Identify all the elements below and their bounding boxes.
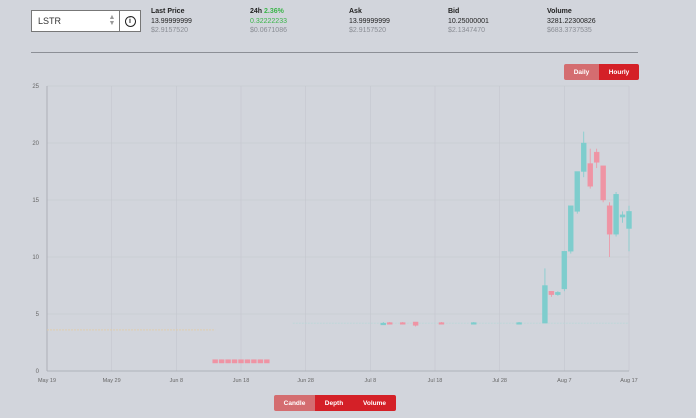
stat-24h: 24h 2.36% 0.32222233 $0.0671086 xyxy=(250,7,287,36)
y-tick-label: 25 xyxy=(32,84,39,90)
candle-up xyxy=(574,171,580,212)
candle-up xyxy=(555,292,561,295)
candle-down xyxy=(438,322,445,325)
x-tick-label: May 19 xyxy=(38,378,56,384)
stat-value: 3281.22300826 xyxy=(547,17,596,25)
candle-down xyxy=(548,291,555,295)
y-tick-label: 10 xyxy=(32,255,39,261)
pair-selector[interactable]: LSTR ▲ ▼ i xyxy=(31,10,141,32)
candle-up xyxy=(380,322,386,326)
candle-up xyxy=(581,142,587,172)
stat-change-percent: 2.36% xyxy=(264,8,284,15)
candle-down xyxy=(244,359,251,364)
x-tick-label: Aug 17 xyxy=(620,378,637,384)
candle-down xyxy=(387,322,393,325)
candle-down xyxy=(264,359,270,364)
x-tick-label: Jun 28 xyxy=(297,378,314,384)
y-tick-label: 20 xyxy=(32,141,39,147)
stat-value: 13.99999999 xyxy=(151,17,192,25)
x-tick-label: May 29 xyxy=(103,378,121,384)
period-toggle: Daily Hourly xyxy=(564,64,639,80)
candle-up xyxy=(613,194,619,235)
stat-label: Ask xyxy=(349,8,362,15)
stat-value: 10.25000001 xyxy=(448,17,489,25)
candle-up xyxy=(568,205,574,252)
chart-view-toggle: Candle Depth Volume xyxy=(274,395,396,411)
pair-selector-value[interactable]: LSTR xyxy=(38,16,62,26)
stat-volume: Volume 3281.22300826 $683.3737535 xyxy=(547,7,596,36)
candle-down xyxy=(600,165,606,201)
candle-down xyxy=(399,322,406,325)
candle-down xyxy=(251,359,257,364)
hourly-button[interactable]: Hourly xyxy=(599,64,639,80)
stat-label: 24h xyxy=(250,8,263,15)
y-tick-label: 15 xyxy=(32,198,39,204)
chart-flat-lines xyxy=(47,322,629,331)
candle-down xyxy=(587,163,593,187)
candle-down xyxy=(257,359,264,364)
candle-down xyxy=(231,359,238,364)
x-tick-label: Aug 7 xyxy=(557,378,571,384)
volume-button[interactable]: Volume xyxy=(353,395,396,411)
x-tick-label: Jul 18 xyxy=(428,378,443,384)
candle-down xyxy=(225,359,231,364)
candle-up xyxy=(542,285,548,324)
depth-button[interactable]: Depth xyxy=(315,395,353,411)
chart-candles xyxy=(212,131,632,364)
info-icon: i xyxy=(124,15,136,27)
stat-label: Last Price xyxy=(151,8,185,15)
x-tick-label: Jun 18 xyxy=(233,378,250,384)
daily-button[interactable]: Daily xyxy=(564,64,599,80)
candle-button[interactable]: Candle xyxy=(274,395,315,411)
sort-arrows-icon: ▲ ▼ xyxy=(108,14,116,27)
stat-usd-value: $2.9157520 xyxy=(151,27,188,34)
candle-down xyxy=(593,151,600,163)
candle-up xyxy=(516,322,522,325)
candle-down xyxy=(218,359,225,364)
candle-down xyxy=(238,359,244,364)
candle-up xyxy=(471,322,477,325)
stat-usd-value: $683.3737535 xyxy=(547,27,592,34)
y-tick-label: 5 xyxy=(36,312,40,318)
header-divider xyxy=(31,52,638,53)
y-tick-label: 0 xyxy=(36,369,40,375)
candle-up xyxy=(561,251,568,290)
stat-value: 13.99999999 xyxy=(349,17,390,25)
stat-usd-value: $0.0671086 xyxy=(250,27,287,34)
stat-label: Bid xyxy=(448,8,460,15)
x-tick-label: Jun 8 xyxy=(170,378,183,384)
stat-ask: Ask 13.99999999 $2.9157520 xyxy=(349,7,390,36)
candle-down xyxy=(606,205,613,235)
candle-down xyxy=(412,321,419,326)
candle-up xyxy=(619,214,626,218)
chart-grid xyxy=(46,85,630,372)
stat-bid: Bid 10.25000001 $2.1347470 xyxy=(448,7,489,36)
chart-axes: 0 5 10 15 20 25 May 19 May 29 Jun 8 Jun 18 Jun 28 J… xyxy=(32,84,637,384)
stat-label: Volume xyxy=(547,8,572,15)
stat-usd-value: $2.9157520 xyxy=(349,27,386,34)
candle-down xyxy=(212,359,218,364)
x-tick-label: Jul 8 xyxy=(365,378,377,384)
x-tick-label: Jul 28 xyxy=(492,378,507,384)
stat-usd-value: $2.1347470 xyxy=(448,27,485,34)
stat-last-price: Last Price 13.99999999 $2.9157520 xyxy=(151,7,192,36)
candle-up xyxy=(626,211,632,229)
info-button[interactable]: i xyxy=(119,11,140,31)
stat-value: 0.32222233 xyxy=(250,17,287,25)
